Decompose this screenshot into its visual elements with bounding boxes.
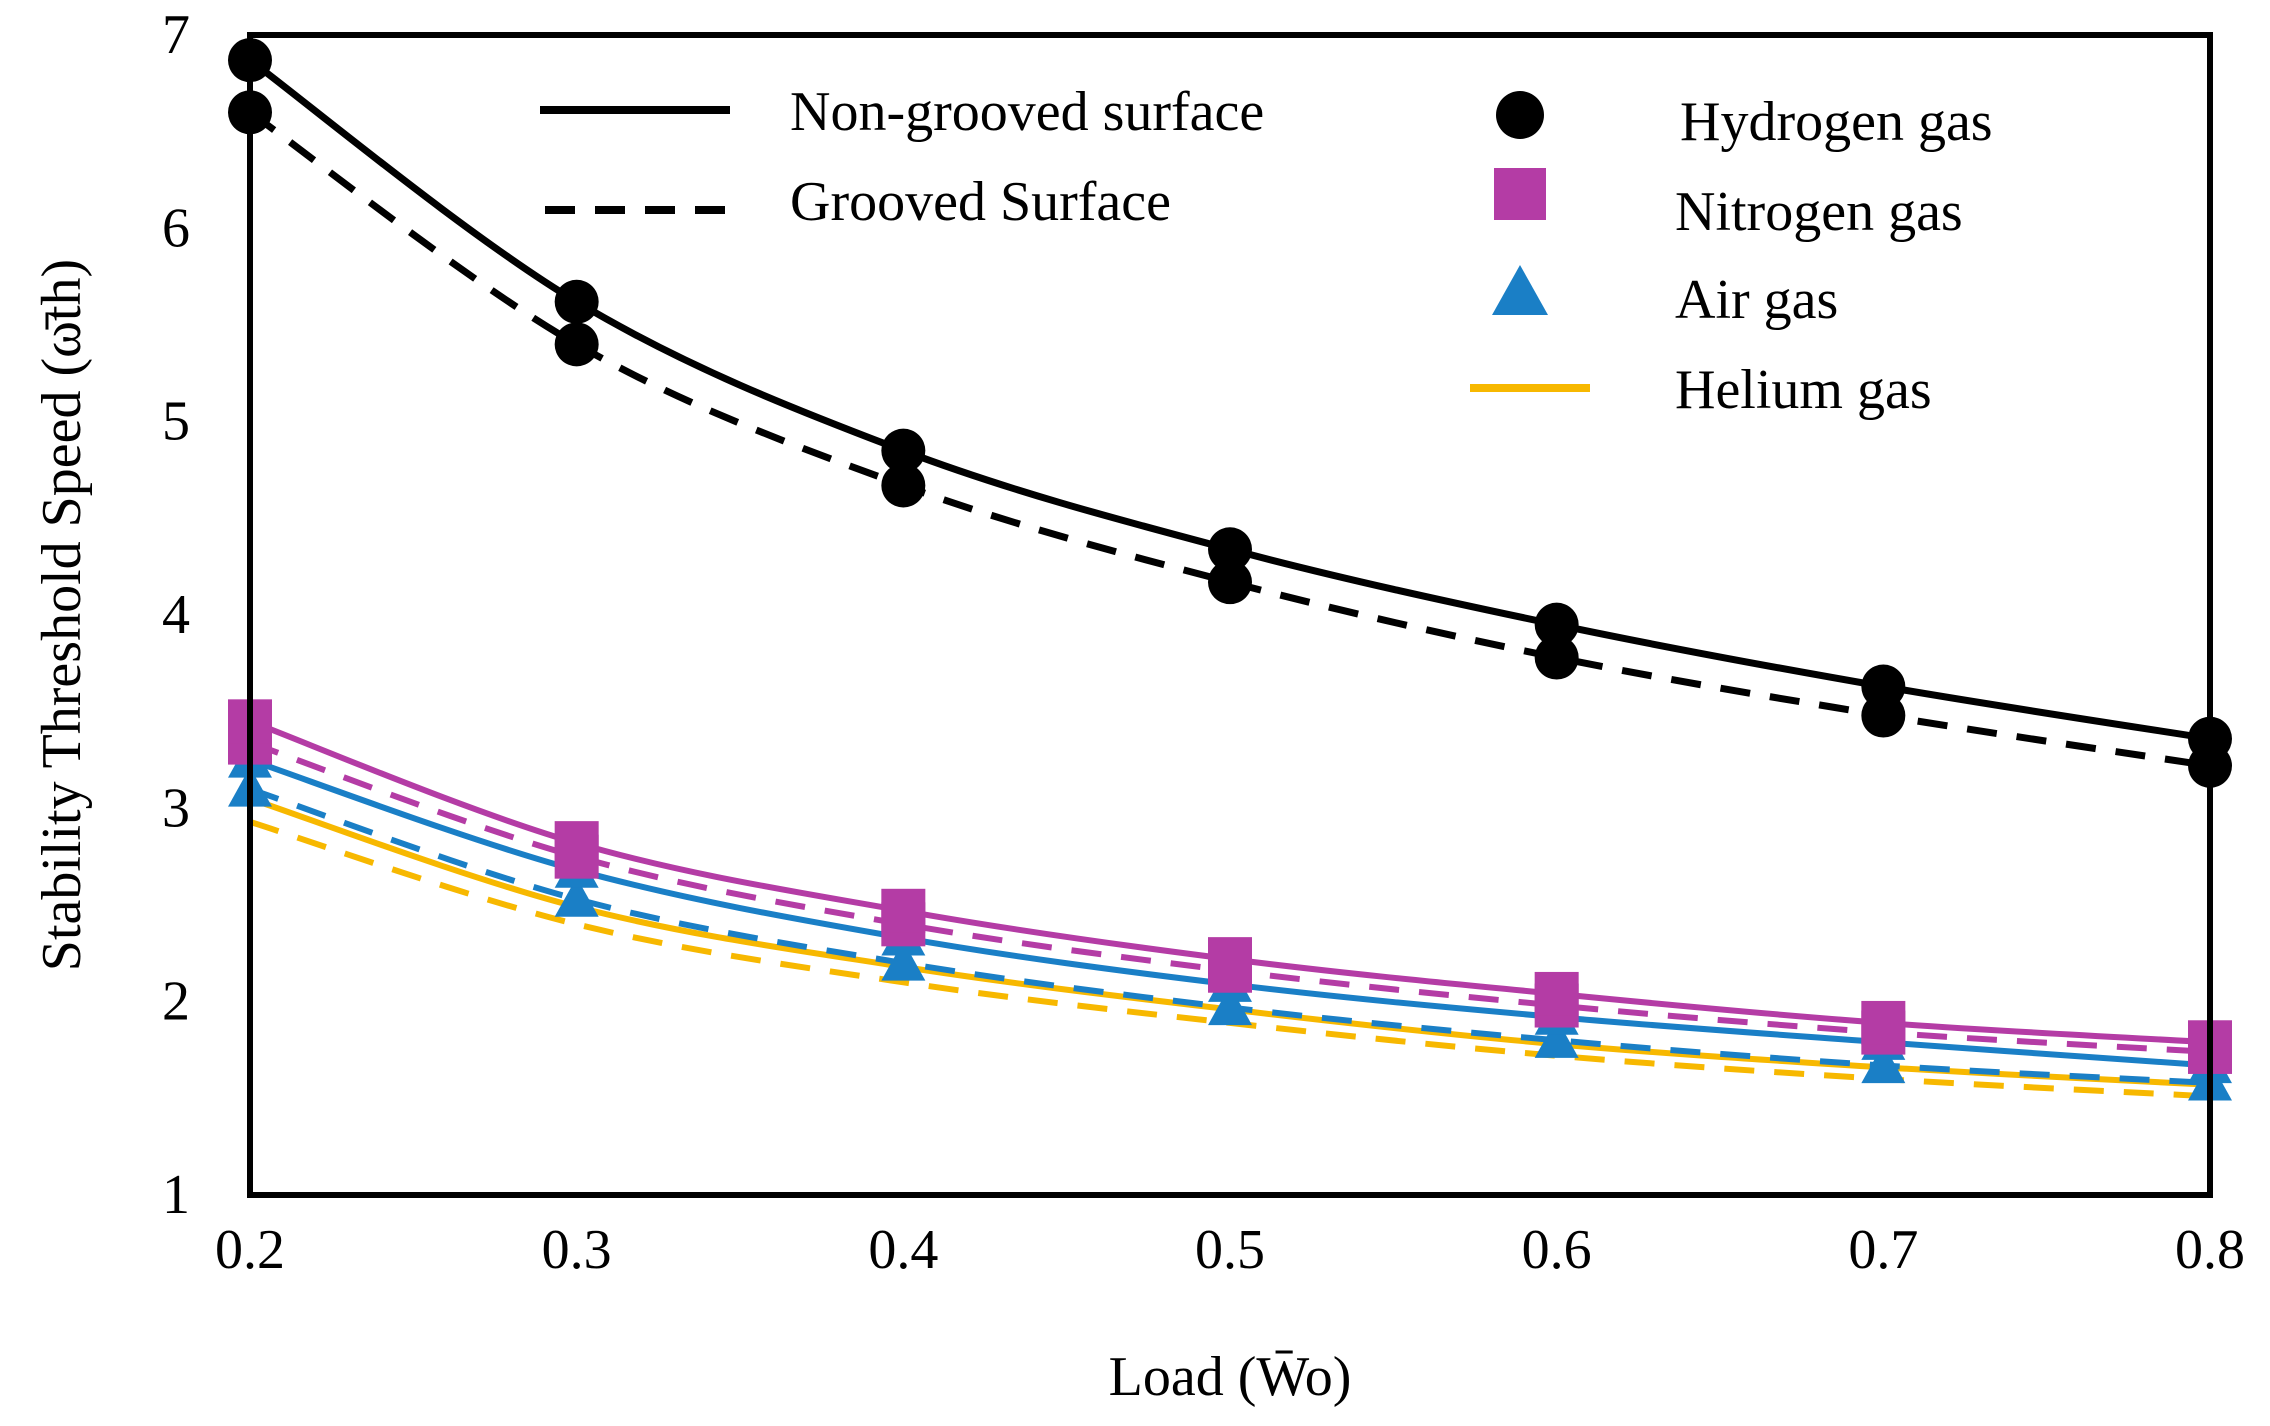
legend-nitrogen-label: Nitrogen gas	[1675, 181, 1963, 243]
y-axis-title: Stability Threshold Speed (ω̄th)	[31, 259, 93, 971]
x-tick-label-0.5: 0.5	[1195, 1219, 1265, 1281]
x-axis-title: Load (W̄o)	[1109, 1346, 1352, 1408]
nitrogen-solid-point-3	[1208, 937, 1252, 982]
legend-air-marker	[1492, 265, 1548, 315]
air-dashed-point-3	[1208, 985, 1252, 1026]
air-dashed-point-4	[1534, 1018, 1579, 1058]
hydrogen-solid-point-3	[1208, 527, 1252, 572]
legend-helium-label: Helium gas	[1675, 359, 1932, 421]
y-tick-label-1: 1	[162, 1164, 190, 1226]
hydrogen-dashed-point-1	[554, 322, 599, 367]
nitrogen-solid-point-5	[1861, 1000, 1906, 1045]
x-tick-label-0.7: 0.7	[1848, 1219, 1918, 1281]
air-dashed-point-5	[1861, 1043, 1906, 1084]
legend-air-label: Air gas	[1675, 269, 1838, 331]
legend: Non-grooved surface Grooved Surface Hydr…	[540, 81, 1993, 421]
x-tick-label-0.6: 0.6	[1522, 1219, 1592, 1281]
legend-hydrogen-marker	[1496, 91, 1544, 139]
hydrogen-solid-point-5	[1861, 664, 1906, 709]
legend-solid-label: Non-grooved surface	[790, 81, 1264, 143]
hydrogen-dashed-point-2	[881, 463, 926, 508]
hydrogen-solid-point-4	[1534, 602, 1579, 647]
nitrogen-solid-point-1	[554, 821, 599, 866]
hydrogen-dashed-point-3	[1208, 560, 1252, 605]
y-tick-label-3: 3	[162, 777, 190, 839]
air-dashed-point-2	[881, 941, 926, 981]
hydrogen-dashed-point-4	[1534, 635, 1579, 680]
hydrogen-solid-point-1	[554, 279, 599, 324]
x-tick-label-0.2: 0.2	[215, 1219, 285, 1281]
air-dashed-point-1	[554, 877, 599, 917]
hydrogen-solid-point-2	[881, 428, 926, 473]
nitrogen-solid-point-4	[1534, 971, 1579, 1016]
y-tick-label-5: 5	[162, 391, 190, 453]
y-tick-label-6: 6	[162, 197, 190, 259]
legend-hydrogen-label: Hydrogen gas	[1680, 91, 1993, 153]
y-tick-label-4: 4	[162, 584, 190, 646]
x-tick-label-0.8: 0.8	[2175, 1219, 2245, 1281]
y-tick-labels: 1 2 3 4 5 6 7	[162, 4, 190, 1226]
y-tick-label-7: 7	[162, 4, 190, 66]
x-tick-label-0.4: 0.4	[868, 1219, 938, 1281]
legend-nitrogen-marker	[1494, 168, 1546, 220]
x-tick-labels: 0.2 0.3 0.4 0.5 0.6 0.7 0.8	[215, 1219, 2245, 1281]
plot-frame	[247, 32, 2213, 1198]
nitrogen-solid-point-2	[881, 888, 926, 933]
y-tick-label-2: 2	[162, 971, 190, 1033]
legend-dashed-label: Grooved Surface	[790, 171, 1171, 233]
x-tick-label-0.3: 0.3	[542, 1219, 612, 1281]
